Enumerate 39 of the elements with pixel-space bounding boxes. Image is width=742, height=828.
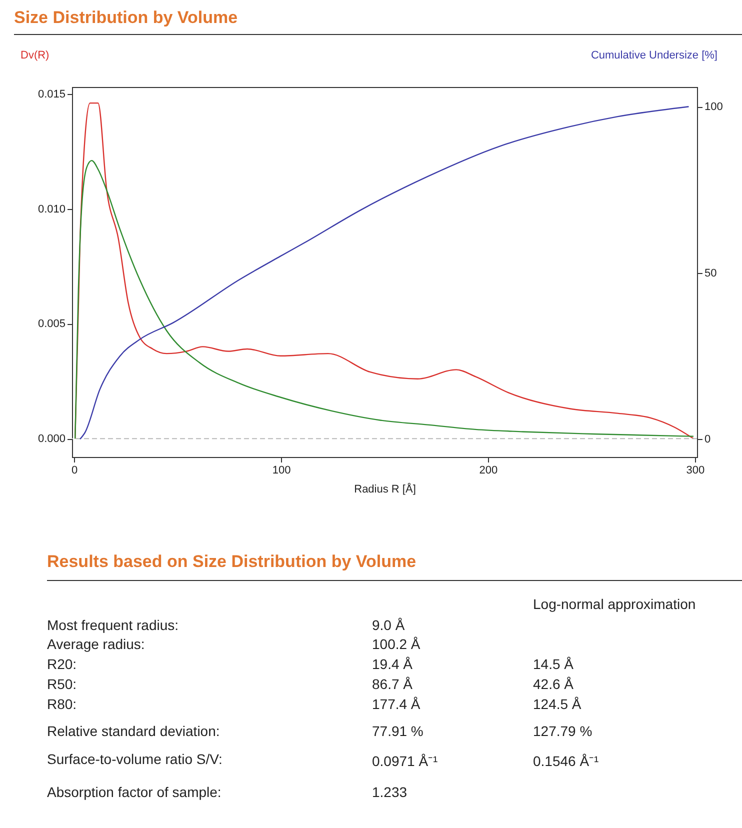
text: 177.4 Å xyxy=(372,696,420,712)
text: Relative standard deviation: xyxy=(47,723,220,739)
x-tick-label: 0 xyxy=(72,464,78,476)
x-tick-label: 300 xyxy=(686,464,705,476)
text: 1.233 xyxy=(372,784,408,800)
y2-axis-title: Cumulative Undersize [%] xyxy=(590,50,718,62)
line-series xyxy=(74,160,694,440)
x-tick-label: 100 xyxy=(272,464,291,476)
y2-tick-label: 100 xyxy=(704,101,723,114)
text: R50: xyxy=(47,676,77,692)
text: 0.1546 Å⁻¹ xyxy=(533,752,599,770)
y-axis-title: Dv(R) xyxy=(20,50,50,62)
text: 19.4 Å xyxy=(372,656,412,672)
text: Log-normal approximation xyxy=(533,596,696,612)
text: Average radius: xyxy=(47,636,145,652)
text: 42.6 Å xyxy=(533,676,574,692)
text: R80: xyxy=(47,696,77,712)
text: R20: xyxy=(47,656,77,672)
text: Most frequent radius: xyxy=(47,617,179,633)
y-tick-label: 0.010 xyxy=(38,203,66,216)
text: 0.0971 Å⁻¹ xyxy=(372,752,438,770)
text: 14.5 Å xyxy=(533,656,574,672)
text: Surface-to-volume ratio S/V: xyxy=(47,751,222,767)
text: 9.0 Å xyxy=(372,617,405,633)
text: 77.91 % xyxy=(372,723,424,739)
text: 100.2 Å xyxy=(372,636,420,652)
text: 127.79 % xyxy=(533,723,592,739)
x-axis-title: Radius R [Å] xyxy=(354,482,416,496)
y2-tick-label: 50 xyxy=(704,267,717,280)
y2-tick-label: 0 xyxy=(704,434,711,446)
y-tick-label: 0.005 xyxy=(38,318,66,330)
x-tick-label: 200 xyxy=(479,464,498,476)
text: Absorption factor of sample: xyxy=(47,784,222,800)
text: Results based on Size Distribution by Volume xyxy=(47,552,742,581)
chart-title: Size Distribution by Volume xyxy=(14,8,742,35)
y-tick-label: 0.000 xyxy=(38,433,66,446)
y-tick-label: 0.015 xyxy=(38,88,66,100)
text: 124.5 Å xyxy=(533,696,582,712)
text: 86.7 Å xyxy=(372,676,412,692)
